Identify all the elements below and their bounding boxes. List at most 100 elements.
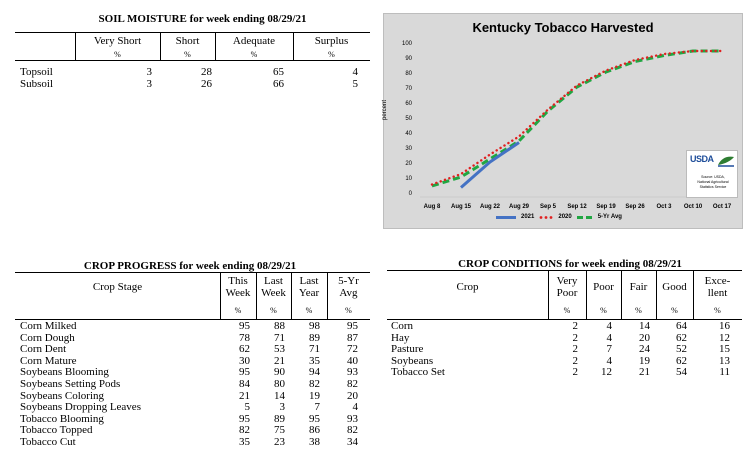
cp-col-header-line: Last xyxy=(264,275,283,287)
crop-conditions-cell: 4 xyxy=(606,320,613,332)
y-tick-label: 0 xyxy=(408,191,412,197)
crop-progress-cell: 80 xyxy=(274,378,285,390)
crop-progress-cell: 30 xyxy=(239,354,250,367)
y-tick-label: 20 xyxy=(405,161,412,167)
crop-progress-cell: 93 xyxy=(347,412,358,425)
cc-col-excellent: Exce-llent xyxy=(693,275,742,299)
crop-stage-header: Crop Stage xyxy=(92,281,143,293)
soil-moisture-divider xyxy=(215,33,216,60)
y-tick-label: 30 xyxy=(405,146,412,152)
soil-row-label: Subsoil xyxy=(20,78,54,90)
crop-progress-cell: 86 xyxy=(309,424,320,437)
soil-unit: % xyxy=(250,50,258,59)
y-tick-label: 50 xyxy=(405,116,412,122)
soil-unit: % xyxy=(114,50,121,59)
crop-conditions-cell: 20 xyxy=(639,331,650,344)
crop-conditions-cell: 13 xyxy=(719,354,730,367)
series-line-2021 xyxy=(460,141,520,189)
crop-progress-divider xyxy=(291,272,292,319)
x-tick-label: Oct 17 xyxy=(712,204,732,210)
chart-area xyxy=(383,13,743,229)
y-tick-label: 40 xyxy=(405,131,412,137)
crop-progress-cell: 14 xyxy=(274,389,285,402)
cp-col-header-line: Week xyxy=(225,287,251,299)
crop-progress-cell: 87 xyxy=(347,331,358,344)
cp-col-header-line: Avg xyxy=(339,287,358,299)
cp-col-5yr-avg: 5-Yr Avg xyxy=(327,275,370,299)
x-tick-label: Sep 26 xyxy=(625,204,645,210)
cc-unit: % xyxy=(600,306,607,315)
crop-conditions-cell: 14 xyxy=(639,320,650,332)
crop-conditions-cell: 24 xyxy=(639,343,650,356)
crop-progress-cell: 23 xyxy=(274,436,285,448)
crop-progress-cell: 21 xyxy=(274,354,285,367)
crop-progress-row-label: Soybeans Setting Pods xyxy=(20,378,121,390)
crop-progress-cell: 89 xyxy=(274,412,285,425)
x-tick-label: Sep 5 xyxy=(539,204,556,210)
crop-conditions-cell: 54 xyxy=(676,366,687,379)
cc-col-very-poor: Very Poor xyxy=(548,275,586,299)
crop-progress-cell: 95 xyxy=(239,320,250,332)
legend-label-2020: 2020 xyxy=(558,214,572,220)
crop-progress-cell: 34 xyxy=(347,436,358,448)
x-tick-label: Aug 22 xyxy=(479,204,500,210)
crop-progress-cell: 78 xyxy=(239,331,250,344)
cp-col-header-line: Week xyxy=(261,287,286,299)
crop-progress-header-rule xyxy=(15,319,370,320)
y-tick-label: 100 xyxy=(401,41,412,47)
usda-logo-emblem xyxy=(718,156,734,167)
crop-progress-divider xyxy=(256,272,257,319)
crop-progress-cell: 98 xyxy=(309,320,320,332)
crop-conditions-divider xyxy=(693,270,694,319)
crop-progress-cell: 90 xyxy=(274,366,285,379)
crop-conditions-cell: 2 xyxy=(572,354,579,367)
soil-col-short: Short xyxy=(175,35,200,47)
crop-progress-cell: 3 xyxy=(279,401,286,414)
x-tick-label: Sep 12 xyxy=(567,204,587,210)
cc-col-header-line: Very xyxy=(556,275,578,287)
crop-conditions-cell: 12 xyxy=(719,331,730,344)
soil-cell: 28 xyxy=(201,66,212,78)
crop-conditions-cell: 15 xyxy=(719,343,730,356)
cp-col-header-line: 5-Yr xyxy=(338,275,359,287)
cp-col-last-week: Last Week xyxy=(256,275,291,299)
y-tick-label: 60 xyxy=(405,101,412,107)
usda-source-line: National Agricultural xyxy=(697,180,729,184)
y-tick-label: 10 xyxy=(405,176,412,182)
soil-moisture-divider xyxy=(160,33,161,60)
cc-col-poor: Poor xyxy=(593,281,614,293)
cc-unit: % xyxy=(563,306,571,315)
soil-col-very-short: Very Short xyxy=(93,35,142,47)
crop-conditions-cell: 2 xyxy=(572,343,579,356)
x-tick-label: Oct 3 xyxy=(656,204,672,210)
crop-progress-cell: 19 xyxy=(309,389,320,402)
crop-progress-row-label: Tobacco Topped xyxy=(20,424,93,437)
crop-progress-cell: 75 xyxy=(274,424,285,437)
legend-label-5yr-avg: 5-Yr Avg xyxy=(597,214,622,220)
crop-progress-cell: 82 xyxy=(347,424,358,437)
crop-progress-cell: 7 xyxy=(314,401,321,414)
crop-header: Crop xyxy=(456,281,479,293)
crop-progress-row-label: Corn Milked xyxy=(20,320,77,332)
soil-moisture-divider xyxy=(75,33,76,60)
crop-conditions-cell: 52 xyxy=(676,343,687,356)
crop-progress-divider xyxy=(220,272,221,319)
crop-conditions-top-rule xyxy=(387,270,742,271)
cc-col-good: Good xyxy=(662,281,687,293)
crop-conditions-cell: 7 xyxy=(606,343,613,356)
crop-progress-divider xyxy=(327,272,328,319)
crop-conditions-cell: 11 xyxy=(719,366,730,379)
crop-progress-cell: 62 xyxy=(239,343,250,356)
crop-conditions-row-label: Soybeans xyxy=(391,354,434,367)
crop-progress-row-label: Tobacco Cut xyxy=(20,436,76,448)
crop-progress-cell: 35 xyxy=(309,354,320,367)
crop-conditions-divider xyxy=(548,270,549,319)
crop-progress-row-label: Corn Dent xyxy=(20,343,67,356)
cp-col-header-line: Year xyxy=(298,287,320,299)
crop-conditions-title: CROP CONDITIONS for week ending 08/29/21 xyxy=(458,258,682,270)
cp-col-header-line: This xyxy=(228,275,248,287)
soil-cell: 5 xyxy=(352,78,359,90)
legend-label-2021: 2021 xyxy=(521,214,535,220)
cc-col-header-line: llent xyxy=(707,287,728,299)
cp-unit: % xyxy=(305,306,313,315)
